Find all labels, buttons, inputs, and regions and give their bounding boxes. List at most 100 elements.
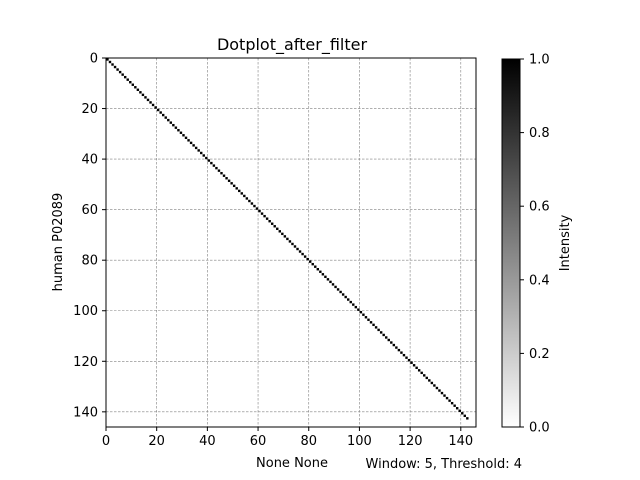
y-tick-label: 80 [81,254,98,269]
dotplot-point [425,376,428,380]
colorbar-tick-label: 0.6 [529,200,550,215]
window-threshold-annotation: Window: 5, Threshold: 4 [366,457,522,472]
dotplot-point [392,343,396,347]
x-tick-label: 80 [300,434,317,449]
dotplot-point [156,108,160,112]
x-tick-label: 60 [250,434,267,449]
dotplot-point [402,353,406,357]
dotplot-point [311,262,314,266]
dotplot-point [369,321,373,324]
dotplot-point [253,204,256,208]
dotplot-point [217,169,221,172]
dotplot-point [301,252,304,256]
dotplot-point [395,346,398,349]
dotplot-point [177,129,180,132]
dotplot-point [243,194,246,198]
y-tick-label: 0 [90,52,98,67]
colorbar-ticks: 0.0 0.2 0.4 0.6 0.8 1.0 [520,53,550,436]
dotplot-point [250,202,254,205]
dotplot-point [433,384,436,387]
colorbar-label: Intensity [558,214,573,271]
dotplot-point [326,278,330,281]
dotplot-point [123,75,127,79]
grid-lines [105,57,476,427]
dotplot-point [420,371,423,375]
dotplot-point [423,374,426,377]
dotplot-point [281,232,284,236]
dotplot-point [367,318,370,321]
dotplot-point [314,265,317,268]
dotplot-point [324,275,327,279]
dotplot-point [179,131,183,134]
dotplot-point [466,417,469,420]
dotplot-point [255,207,259,210]
dotplot-point [197,149,200,152]
dotplot-point [461,412,464,415]
dotplot-point [410,361,413,364]
dotplot-point [347,298,350,301]
dotplot-point [202,154,205,157]
x-tick-label: 0 [102,434,110,449]
dotplot-point [438,389,441,392]
dotplot-point [334,285,337,289]
dotplot-point [374,326,378,329]
dotplot-point [116,68,119,71]
colorbar-tick-label: 0.8 [529,126,550,141]
dotplot-point [220,171,223,175]
y-tick-label: 120 [73,355,98,370]
dotplot-point [405,356,408,359]
dotplot-point [428,379,431,382]
colorbar-tick-label: 0.0 [529,421,550,436]
dotplot-point [319,270,322,273]
dotplot-point [131,83,135,86]
dotplot-point [387,338,390,342]
dotplot-point [377,328,380,332]
colorbar-tick-label: 1.0 [529,53,550,68]
dotplot-point [349,300,352,304]
y-axis-ticks: 0 20 40 60 80 100 120 140 [73,52,106,420]
dotplot-point [200,151,203,155]
dotplot-point [306,257,309,261]
dotplot-point [278,230,281,233]
chart-title: Dotplot_after_filter [217,35,368,55]
dotplot-point [230,182,233,185]
dotplot-point [362,313,365,316]
dotplot-point [182,134,185,137]
y-tick-label: 40 [81,153,98,168]
dotplot-point [258,209,261,213]
dotplot-point [149,101,152,104]
dotplot-point [397,348,401,352]
dotplot-point [212,164,216,167]
dotplot-point [225,177,228,180]
dotplot-point [187,139,190,142]
dotplot-point [248,199,251,203]
dotplot-point [273,225,276,228]
dotplot-point [151,103,155,107]
dotplot-point [207,159,211,162]
dotplot-point [303,255,307,258]
dotplot-point [260,212,264,215]
dotplot-point [263,214,266,218]
dotplot-point [379,331,383,334]
dotplot-point [390,341,393,344]
dotplot-point [189,141,193,145]
dotplot-point [121,73,124,76]
dotplot-point [106,58,109,61]
dotplot-point [463,414,466,418]
plot-frame [105,57,477,428]
y-axis-label: human P02089 [51,193,66,292]
dotplot-point [283,235,287,238]
dotplot-point [113,65,117,69]
x-axis-ticks: 0 20 40 60 80 100 120 140 [102,427,473,449]
dotplot-point [268,220,271,223]
dotplot-point [159,111,162,114]
dotplot-point [336,288,340,291]
dotplot-point [232,184,236,188]
dotplot-point [364,316,368,319]
dotplot-point [276,227,279,230]
colorbar-tick-label: 0.4 [529,273,550,288]
dotplot-point [136,88,140,91]
dotplot-point [296,247,299,251]
dotplot-point [316,268,320,271]
